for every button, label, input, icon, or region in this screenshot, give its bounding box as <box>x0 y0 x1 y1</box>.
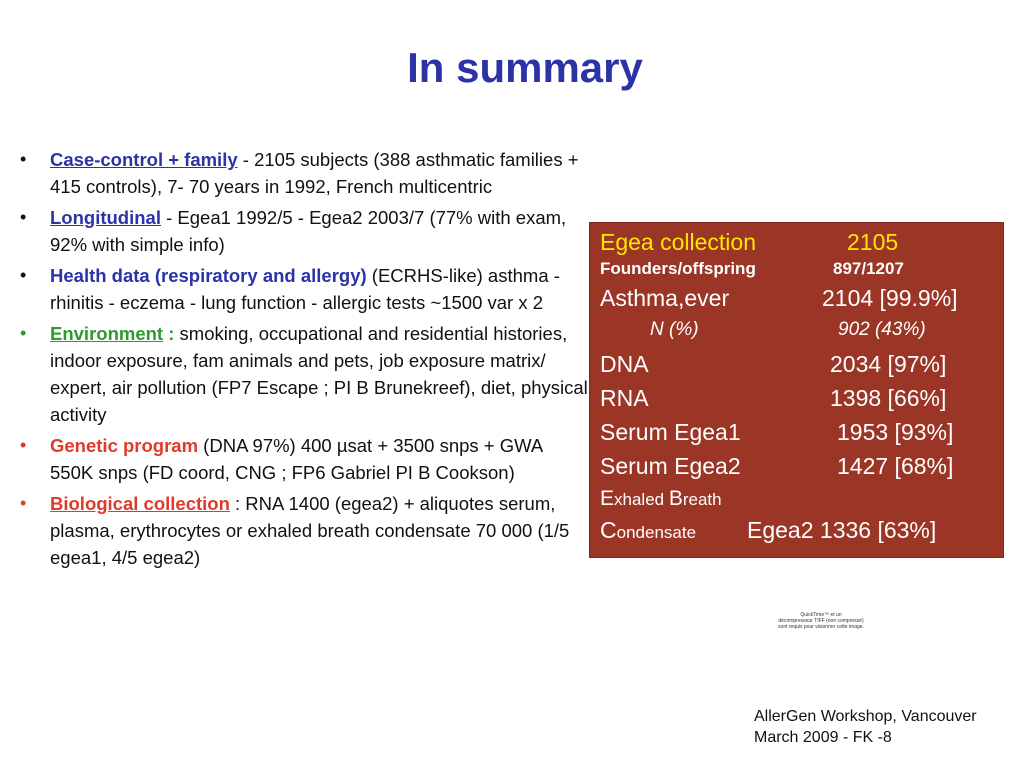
quicktime-note-line: sont requis pour visionner cette image. <box>778 624 864 630</box>
box-ebc-value: Egea2 1336 [63%] <box>747 517 937 543</box>
bullet-label-environment[interactable]: Environment <box>50 323 164 344</box>
box-ebc-xhaled: xhaled <box>614 490 669 509</box>
box-asthma-label: Asthma,ever <box>600 285 730 311</box>
box-rna-row: RNA 1398 [66%] <box>600 385 1003 419</box>
bullet-marker: • <box>20 207 27 227</box>
bullet-separator-environment: : <box>163 323 180 344</box>
bullet-marker: • <box>20 323 27 343</box>
box-serum-egea1-label: Serum Egea1 <box>600 419 741 445</box>
bullet-label-health-data: Health data (respiratory and allergy) <box>50 265 367 286</box>
bullet-marker: • <box>20 149 27 169</box>
bullet-biological-collection: • Biological collection : RNA 1400 (egea… <box>20 490 590 571</box>
box-asthma-value: 2104 [99.9%] <box>822 285 958 311</box>
quicktime-note-line: QuickTime™ et un <box>800 612 842 618</box>
bullet-label-biological-collection[interactable]: Biological collection <box>50 493 230 514</box>
box-ebc-b: B <box>668 487 683 510</box>
box-serum-egea2-value: 1427 [68%] <box>837 453 954 479</box>
egea-collection-box: Egea collection 2105 Founders/offspring … <box>589 222 1004 558</box>
box-dna-row: DNA 2034 [97%] <box>600 351 1003 385</box>
box-header-label: Egea collection <box>600 229 756 255</box>
box-founders-value: 897/1207 <box>833 259 904 278</box>
bullet-case-control: • Case-control + family - 2105 subjects … <box>20 146 590 200</box>
bullet-health-data: • Health data (respiratory and allergy) … <box>20 262 590 316</box>
bullet-text-case-control: - 2105 subjects (388 asthmatic families … <box>50 149 579 197</box>
box-header-row: Egea collection 2105 <box>600 229 1003 259</box>
footer-date-page: March 2009 - FK -8 <box>754 729 892 746</box>
box-ebc-label-row: Exhaled Breath <box>600 487 1003 517</box>
box-rna-label: RNA <box>600 385 649 411</box>
quicktime-note-line: décompresseur TIFF (non compressé) <box>778 618 864 624</box>
bullet-label-case-control[interactable]: Case-control + family <box>50 149 238 170</box>
bullet-environment: • Environment : smoking, occupational an… <box>20 320 590 428</box>
summary-bullet-list: • Case-control + family - 2105 subjects … <box>20 146 590 575</box>
box-ebc-reath: reath <box>682 490 722 509</box>
box-header-value: 2105 <box>847 229 899 255</box>
bullet-longitudinal: • Longitudinal - Egea1 1992/5 - Egea2 20… <box>20 204 590 258</box>
bullet-marker: • <box>20 265 27 285</box>
box-ebc-c: C <box>600 517 617 543</box>
bullet-marker: • <box>20 435 27 455</box>
box-serum-egea1-value: 1953 [93%] <box>837 419 954 445</box>
box-dna-label: DNA <box>600 351 649 377</box>
box-serum-egea2-label: Serum Egea2 <box>600 453 741 479</box>
quicktime-placeholder-note: QuickTime™ et un décompresseur TIFF (non… <box>770 612 872 630</box>
box-ebc-e: E <box>600 487 615 510</box>
bullet-text-health-data: (ECRHS-like) asthma - rhinitis - eczema … <box>50 265 560 313</box>
box-n-percent-value: 902 (43%) <box>838 319 926 340</box>
bullet-text-environment: smoking, occupational and residential hi… <box>50 323 588 425</box>
box-dna-value: 2034 [97%] <box>830 351 947 377</box>
bullet-label-genetic-program: Genetic program <box>50 435 199 456</box>
box-asthma-row: Asthma,ever 2104 [99.9%] <box>600 285 1003 319</box>
bullet-text-longitudinal: - Egea1 1992/5 - Egea2 2003/7 (77% with … <box>50 207 567 255</box>
box-n-percent-label: N (%) <box>650 319 699 340</box>
bullet-text-biological-collection: : RNA 1400 (egea2) + aliquotes serum, pl… <box>50 493 570 568</box>
box-n-percent-row: N (%) 902 (43%) <box>600 319 1003 351</box>
box-founders-row: Founders/offspring 897/1207 <box>600 259 1003 285</box>
box-serum-egea1-row: Serum Egea1 1953 [93%] <box>600 419 1003 453</box>
box-ebc-value-row: Condensate Egea2 1336 [63%] <box>600 517 1003 551</box>
bullet-marker: • <box>20 493 27 513</box>
box-serum-egea2-row: Serum Egea2 1427 [68%] <box>600 453 1003 487</box>
bullet-genetic-program: • Genetic program (DNA 97%) 400 µsat + 3… <box>20 432 590 486</box>
box-rna-value: 1398 [66%] <box>830 385 947 411</box>
bullet-label-longitudinal[interactable]: Longitudinal <box>50 207 161 228</box>
box-founders-label: Founders/offspring <box>600 259 756 278</box>
slide-title: In summary <box>407 44 643 91</box>
bullet-text-genetic-program: (DNA 97%) 400 µsat + 3500 snps + GWA 550… <box>50 435 543 483</box>
box-ebc-ondensate: ondensate <box>616 523 697 542</box>
slide-footer: AllerGen Workshop, Vancouver March 2009 … <box>754 706 977 748</box>
footer-event: AllerGen Workshop, Vancouver <box>754 708 977 725</box>
